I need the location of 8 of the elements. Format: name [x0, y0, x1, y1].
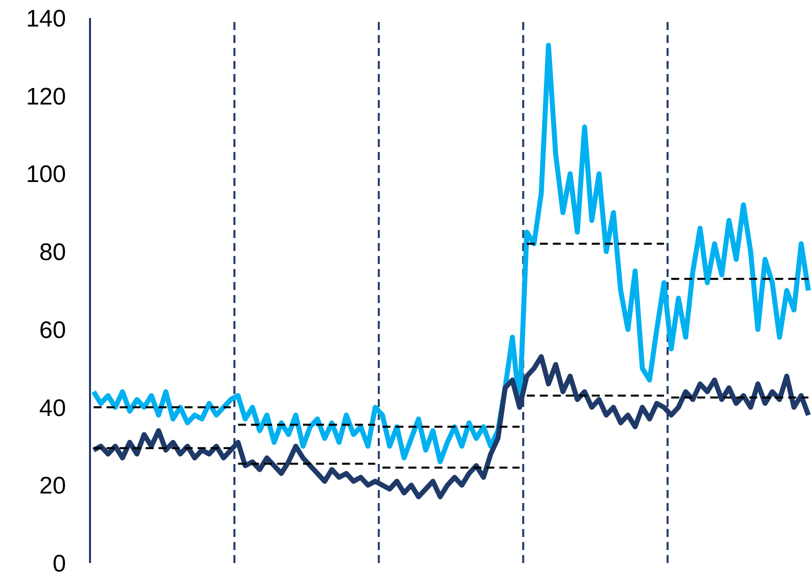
y-tick-label: 100	[26, 161, 66, 188]
y-tick-label: 140	[26, 6, 66, 33]
y-tick-label: 60	[39, 316, 66, 344]
y-tick-label: 40	[39, 394, 66, 422]
y-tick-label: 0	[52, 550, 66, 577]
y-tick-label: 20	[39, 472, 66, 500]
y-tick-label: 120	[26, 83, 66, 110]
y-tick-label: 80	[39, 239, 66, 266]
